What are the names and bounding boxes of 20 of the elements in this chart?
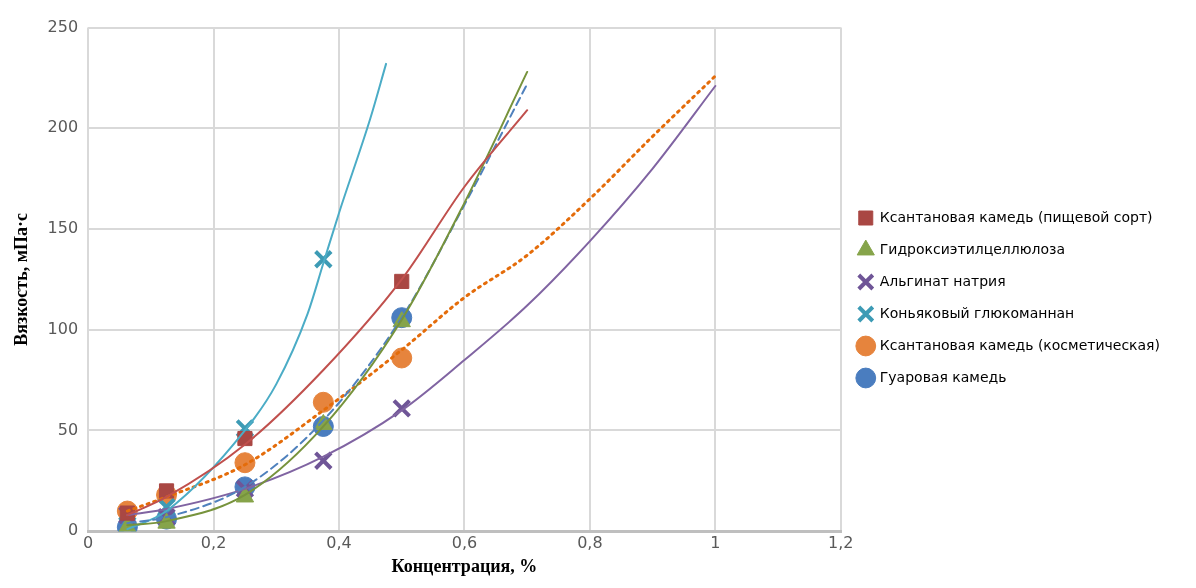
y-tick-label: 50 xyxy=(57,419,79,439)
x-tick-label: 0 xyxy=(83,532,94,552)
x-tick-label: 0,6 xyxy=(451,532,478,552)
x-axis-title: Концентрация, % xyxy=(391,555,538,576)
legend-label: Гидроксиэтилцеллюлоза xyxy=(879,240,1066,257)
y-tick-label: 100 xyxy=(47,318,79,338)
legend-label: Альгинат натрия xyxy=(879,272,1006,289)
legend-label: Коньяковый глюкоманнан xyxy=(879,304,1075,321)
legend-label: Ксантановая камедь (пищевой сорт) xyxy=(879,208,1153,225)
y-tick-label: 200 xyxy=(47,117,79,137)
x-tick-label: 0,2 xyxy=(200,532,227,552)
y-tick-label: 150 xyxy=(47,218,79,238)
y-tick-label: 250 xyxy=(47,16,79,36)
x-tick-label: 1,2 xyxy=(828,532,854,552)
x-tick-label: 0,4 xyxy=(326,532,352,552)
x-tick-label: 0,8 xyxy=(577,532,603,552)
x-tick-label: 1 xyxy=(710,532,721,552)
legend-label: Гуаровая камедь xyxy=(879,368,1007,385)
y-axis-title: Вязкость, мПа·с xyxy=(11,213,32,346)
legend-label: Ксантановая камедь (косметическая) xyxy=(879,336,1161,353)
